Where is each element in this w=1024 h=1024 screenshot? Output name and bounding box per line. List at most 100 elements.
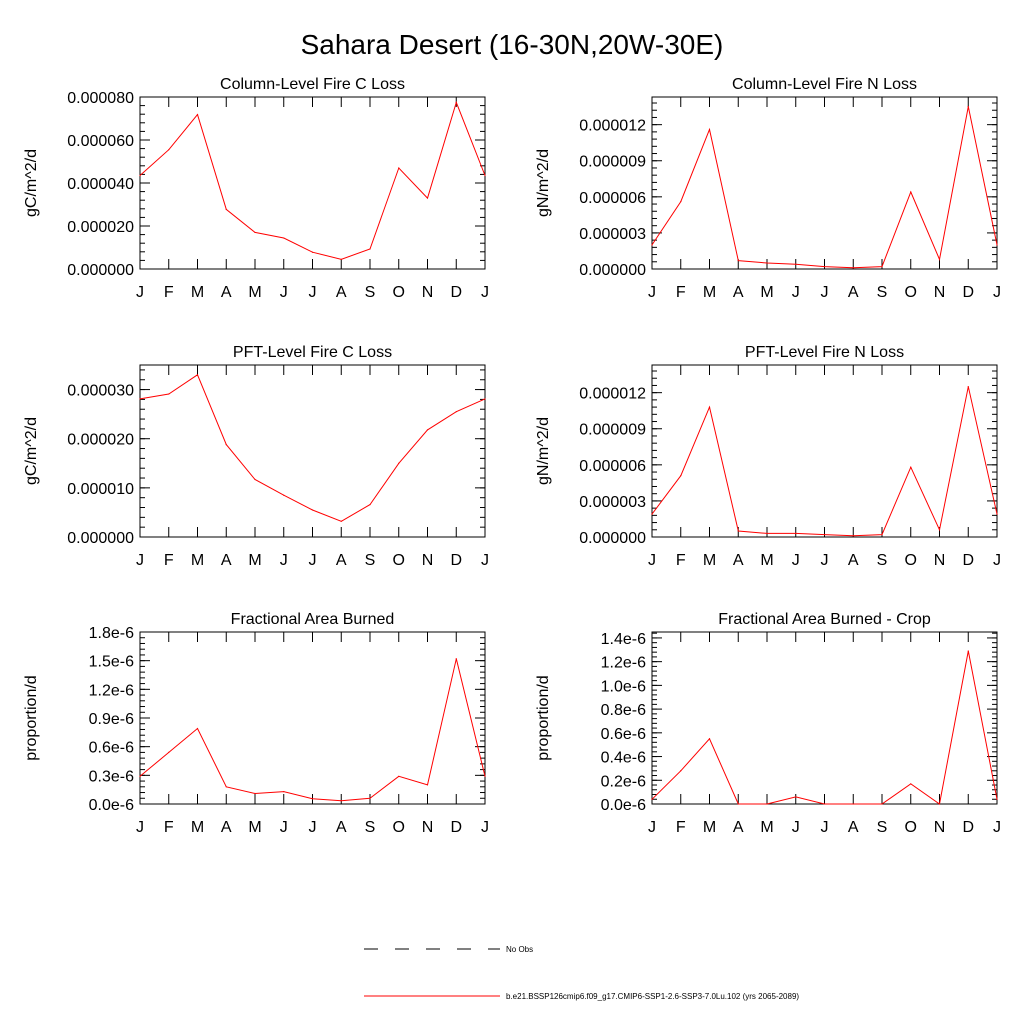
plot-frame (139, 364, 486, 538)
y-axis-label: gN/m^2/d (535, 417, 552, 485)
y-tick-label: 0.000040 (67, 176, 134, 193)
x-tick-label: D (962, 819, 974, 836)
data-point (967, 650, 969, 652)
data-point (254, 792, 256, 795)
x-tick-label: O (905, 284, 917, 301)
y-tick-label: 0.000030 (67, 383, 134, 400)
chart-title: Column-Level Fire C Loss (220, 76, 405, 93)
x-tick-label: A (733, 552, 744, 569)
data-point (766, 532, 768, 534)
y-tick-label: 1.8e-6 (89, 625, 134, 642)
x-tick-label: J (821, 284, 829, 301)
y-tick-label: 0.000060 (67, 133, 134, 150)
y-tick-label: 0.000010 (67, 481, 134, 498)
data-point (254, 231, 256, 234)
y-tick-label: 0.000000 (67, 530, 134, 547)
data-point (369, 503, 371, 506)
data-point (196, 727, 199, 730)
x-tick-label: A (733, 284, 744, 301)
series-line (651, 650, 998, 805)
data-point (196, 374, 199, 376)
y-tick-label: 0.000020 (67, 432, 134, 449)
data-point (996, 244, 998, 246)
y-tick-label: 1.0e-6 (601, 678, 646, 695)
y-tick-label: 1.5e-6 (89, 654, 134, 671)
data-point (737, 530, 739, 532)
data-point (651, 244, 653, 246)
x-tick-label: O (905, 819, 917, 836)
data-point (881, 803, 883, 805)
x-tick-label: O (393, 819, 405, 836)
x-tick-label: F (164, 284, 174, 301)
data-point (225, 208, 227, 211)
x-tick-label: D (450, 552, 462, 569)
series-line (139, 100, 486, 260)
x-tick-label: F (676, 819, 686, 836)
data-point (708, 738, 711, 740)
y-tick-label: 0.000003 (579, 494, 646, 511)
data-point (455, 411, 457, 413)
x-tick-label: M (191, 552, 204, 569)
data-point (340, 800, 342, 802)
x-tick-label: F (676, 552, 686, 569)
y-axis-label: gC/m^2/d (23, 417, 40, 485)
x-tick-label: D (450, 819, 462, 836)
data-point (852, 267, 854, 269)
data-point (852, 535, 854, 537)
plot-frame (651, 364, 998, 538)
x-tick-label: J (136, 284, 144, 301)
chart-title: Column-Level Fire N Loss (732, 76, 917, 93)
x-tick-label: M (191, 819, 204, 836)
y-tick-label: 0.000000 (579, 262, 646, 279)
data-point (254, 478, 256, 481)
y-tick-label: 0.0e-6 (601, 797, 646, 814)
x-tick-label: O (905, 552, 917, 569)
data-point (823, 803, 826, 805)
y-tick-label: 0.2e-6 (601, 773, 646, 790)
y-tick-label: 0.000000 (67, 262, 134, 279)
data-point (708, 128, 711, 131)
data-point (680, 201, 682, 203)
x-tick-label: A (336, 819, 347, 836)
x-tick-label: J (993, 819, 1001, 836)
data-point (340, 520, 342, 522)
data-point (795, 532, 797, 534)
data-point (455, 101, 457, 103)
chart-title: PFT-Level Fire N Loss (745, 344, 904, 361)
data-point (168, 751, 170, 754)
x-tick-label: M (703, 819, 716, 836)
data-point (910, 466, 912, 468)
data-point (139, 775, 141, 777)
series-line (651, 386, 998, 537)
chart-title: Fractional Area Burned - Crop (718, 611, 931, 628)
data-point (283, 494, 285, 496)
data-point (938, 803, 941, 805)
x-tick-label: N (422, 284, 434, 301)
data-point (455, 658, 457, 660)
data-point (311, 251, 314, 253)
data-point (398, 775, 400, 777)
x-tick-label: J (648, 819, 656, 836)
data-point (823, 533, 826, 536)
x-tick-label: S (365, 284, 376, 301)
series-line (139, 374, 486, 522)
x-tick-label: A (221, 819, 232, 836)
x-tick-label: J (821, 552, 829, 569)
legend-model-label: b.e21.BSSP126cmip6.f09_g17.CMIP6-SSP1-2.… (506, 992, 799, 1001)
plot-frame (651, 631, 998, 805)
data-point (881, 533, 883, 536)
data-point (311, 798, 314, 800)
chart-panel-6: Fractional Area Burned - Crop proportion/… (535, 611, 1001, 836)
y-tick-label: 0.000012 (579, 386, 646, 403)
y-tick-label: 0.000012 (579, 118, 646, 135)
data-point (139, 398, 141, 400)
legend-obs-label: No Obs (506, 945, 533, 954)
x-tick-label: A (221, 552, 232, 569)
x-tick-label: A (733, 819, 744, 836)
y-tick-label: 0.9e-6 (89, 711, 134, 728)
chart-title: Fractional Area Burned (231, 611, 395, 628)
